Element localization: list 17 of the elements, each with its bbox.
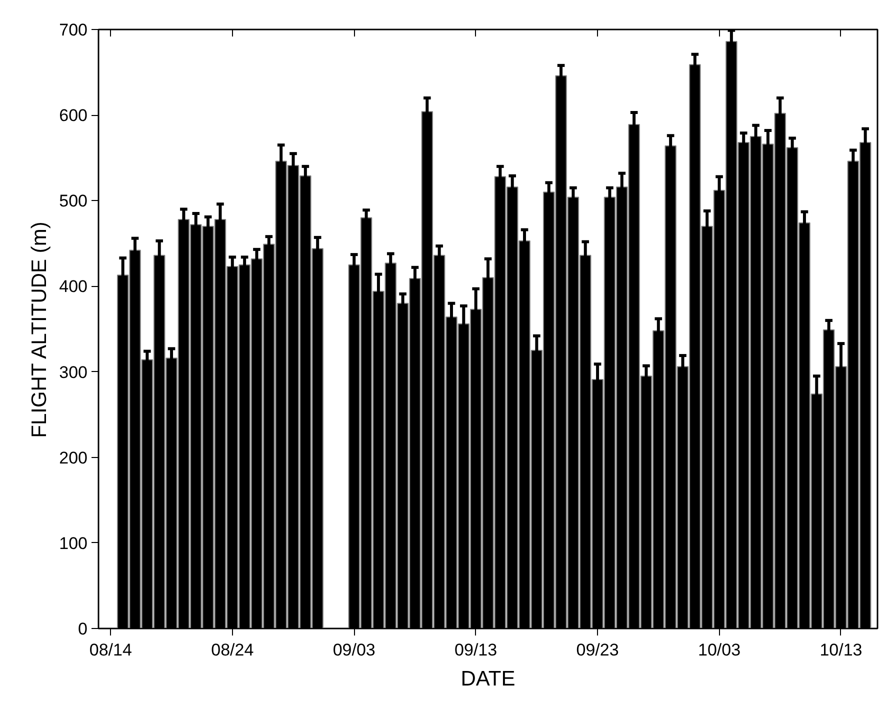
- y-tick-label: 700: [59, 20, 88, 40]
- y-tick-label: 200: [59, 448, 88, 468]
- x-tick-label: 10/13: [820, 640, 862, 660]
- x-tick-label: 09/03: [332, 640, 376, 660]
- y-tick-label: 100: [59, 534, 88, 553]
- y-tick-label: 300: [59, 362, 88, 382]
- x-tick-label: 10/03: [698, 640, 741, 660]
- x-tick-label: 09/13: [454, 640, 498, 660]
- x-tick-label: 08/14: [89, 640, 132, 660]
- x-tick-label: 09/23: [576, 640, 619, 660]
- x-tick-label: 08/24: [211, 640, 254, 660]
- y-tick-label: 500: [59, 192, 88, 211]
- y-axis-title: FLIGHT ALTITUDE (m): [28, 222, 52, 438]
- y-tick-label: 0: [78, 620, 88, 638]
- y-tick-label: 400: [59, 277, 88, 296]
- x-axis-title: DATE: [460, 668, 516, 690]
- y-tick-label: 600: [59, 106, 88, 126]
